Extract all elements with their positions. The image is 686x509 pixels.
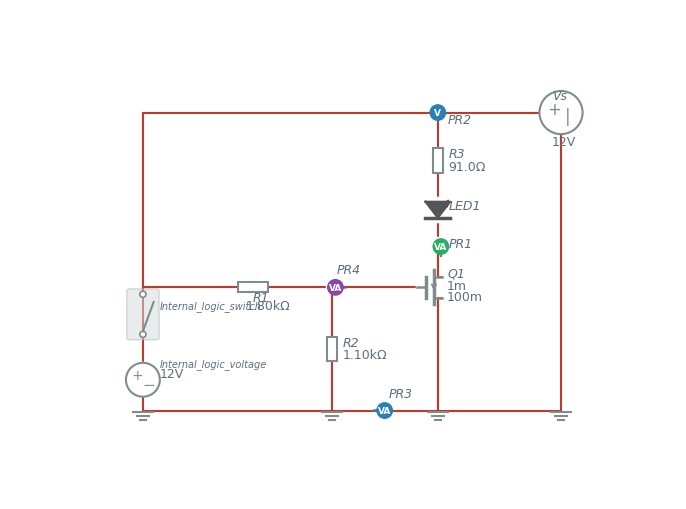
Circle shape xyxy=(539,92,582,135)
Text: 12V: 12V xyxy=(552,135,576,149)
Text: 1.10kΩ: 1.10kΩ xyxy=(343,349,388,361)
Text: 100m: 100m xyxy=(447,290,483,303)
Text: +: + xyxy=(132,369,143,382)
Text: V: V xyxy=(434,109,441,118)
Text: R1: R1 xyxy=(253,292,270,304)
Text: +: + xyxy=(547,100,561,119)
Text: 1m: 1m xyxy=(447,279,467,292)
FancyBboxPatch shape xyxy=(127,289,159,340)
Text: |: | xyxy=(565,108,571,126)
Text: Vs: Vs xyxy=(552,90,567,102)
Bar xyxy=(327,337,338,361)
Circle shape xyxy=(377,403,392,418)
Text: PR2: PR2 xyxy=(448,114,472,127)
Text: PR4: PR4 xyxy=(336,264,360,277)
Text: Internal_logic_voltage: Internal_logic_voltage xyxy=(160,358,267,369)
Text: PR1: PR1 xyxy=(449,238,473,251)
Text: 91.0Ω: 91.0Ω xyxy=(449,160,486,173)
Text: LED1: LED1 xyxy=(449,200,481,212)
Text: Q1: Q1 xyxy=(447,267,465,280)
Text: VA: VA xyxy=(329,284,342,292)
Text: Internal_logic_switch: Internal_logic_switch xyxy=(160,300,262,312)
Text: R2: R2 xyxy=(343,336,359,349)
Circle shape xyxy=(140,292,146,298)
Circle shape xyxy=(433,239,449,254)
Text: PR3: PR3 xyxy=(388,387,413,400)
Text: R3: R3 xyxy=(449,148,465,161)
Text: VA: VA xyxy=(434,243,447,251)
Circle shape xyxy=(430,106,445,121)
Circle shape xyxy=(126,363,160,397)
Circle shape xyxy=(140,331,146,338)
Text: 1.80kΩ: 1.80kΩ xyxy=(246,299,290,313)
Circle shape xyxy=(328,280,343,295)
Text: −: − xyxy=(142,377,154,392)
Bar xyxy=(239,283,268,293)
Bar xyxy=(433,149,443,173)
Text: VA: VA xyxy=(378,406,392,415)
Text: 12V: 12V xyxy=(160,367,184,380)
Polygon shape xyxy=(425,203,450,218)
